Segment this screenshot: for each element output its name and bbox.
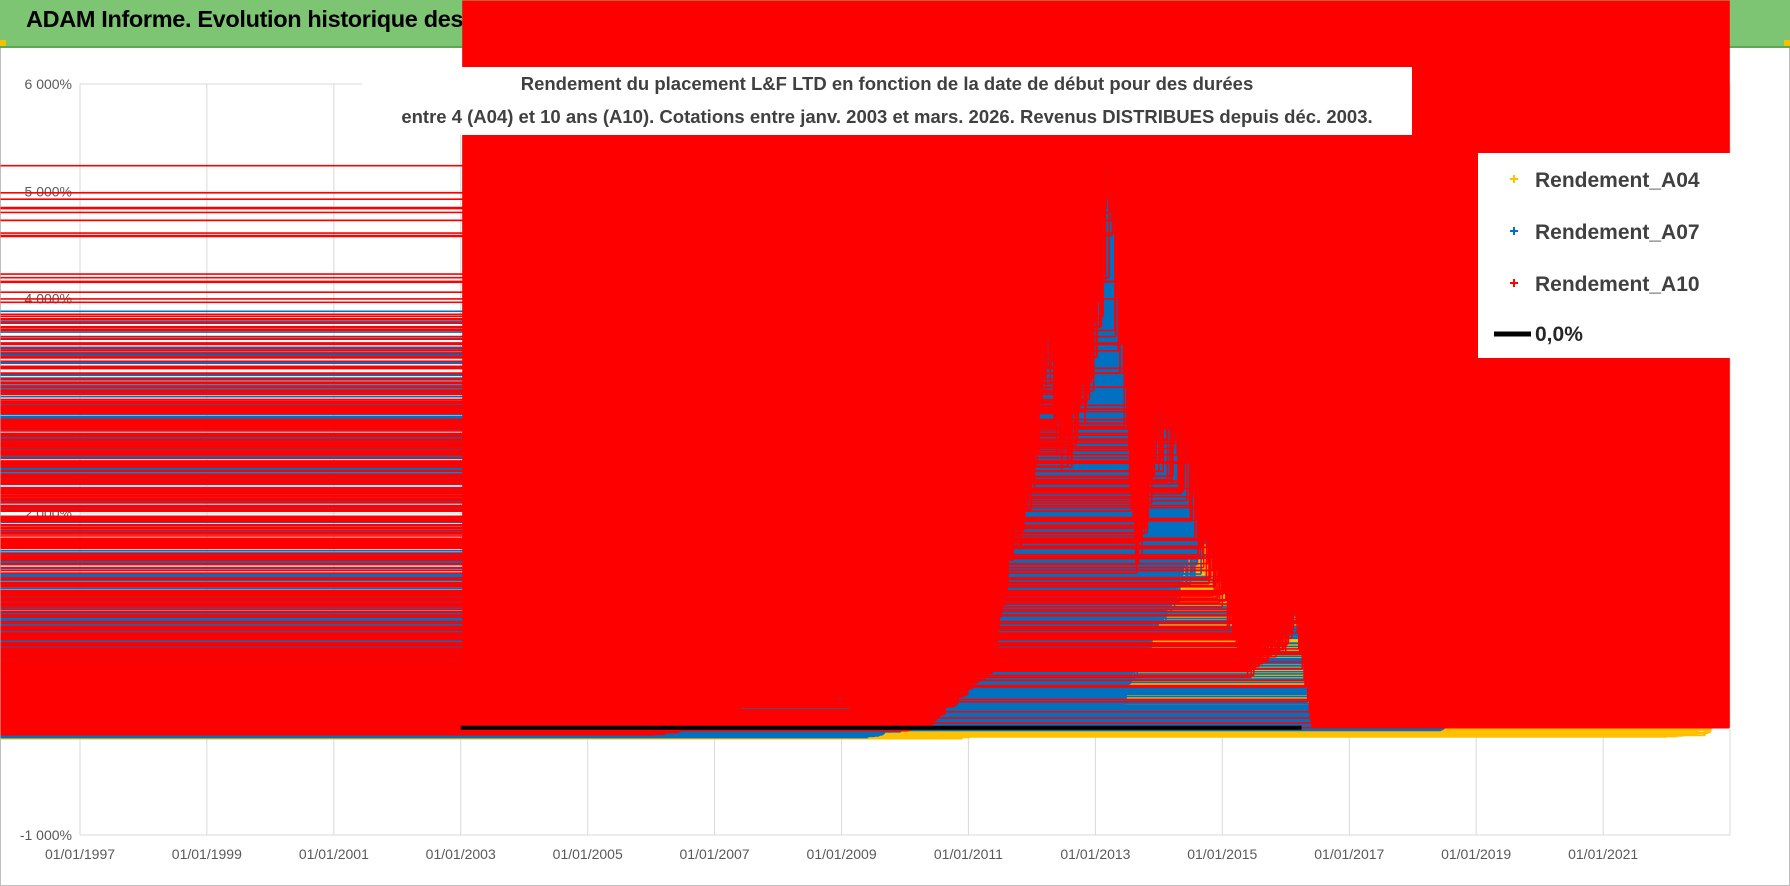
chart-title-backdrop	[362, 67, 1412, 135]
x-tick-label: 01/01/2021	[1568, 846, 1638, 862]
legend-label: Rendement_A10	[1535, 273, 1700, 296]
legend-entry: 0,0%	[1494, 323, 1583, 346]
x-tick-label: 01/01/2011	[934, 846, 1003, 862]
x-tick-label: 01/01/2005	[553, 846, 623, 862]
x-tick-label: 01/01/2013	[1060, 846, 1130, 862]
x-tick-label: 01/01/2001	[299, 846, 369, 862]
x-tick-label: 01/01/2009	[807, 846, 877, 862]
x-tick-label: 01/01/2003	[426, 846, 496, 862]
x-tick-label: 01/01/2019	[1441, 846, 1511, 862]
series-layer	[0, 0, 1730, 740]
legend-label: Rendement_A04	[1535, 169, 1700, 192]
legend-label: Rendement_A07	[1535, 221, 1700, 244]
chart-title-line-2: entre 4 (A04) et 10 ans (A10). Cotations…	[401, 106, 1372, 127]
x-tick-label: 01/01/2007	[680, 846, 750, 862]
chart-title-block: Rendement du placement L&F LTD en foncti…	[362, 67, 1412, 135]
legend-entry: Rendement_A10	[1510, 273, 1700, 296]
legend-swatch-plus	[1510, 279, 1518, 287]
x-tick-label: 01/01/1997	[45, 846, 115, 862]
legend-backdrop	[1478, 153, 1738, 358]
x-tick-label: 01/01/1999	[172, 846, 242, 862]
x-tick-label: 01/01/2017	[1314, 846, 1384, 862]
y-tick-label: 5 000%	[25, 183, 72, 199]
legend-swatch-plus	[1510, 227, 1518, 235]
y-tick-label: -1 000%	[20, 827, 72, 843]
chart-title-line-1: Rendement du placement L&F LTD en foncti…	[521, 73, 1254, 94]
y-tick-label: 6 000%	[25, 76, 72, 92]
corner-accent-left	[0, 40, 6, 46]
legend-entry: Rendement_A07	[1510, 221, 1700, 244]
legend-entry: Rendement_A04	[1510, 169, 1700, 192]
legend-label: 0,0%	[1535, 323, 1583, 346]
x-tick-label: 01/01/2015	[1187, 846, 1257, 862]
legend-swatch-plus	[1510, 175, 1518, 183]
legend: Rendement_A04 Rendement_A07 Rendement_A10 0…	[1478, 153, 1738, 358]
corner-accent-right	[1784, 40, 1790, 46]
